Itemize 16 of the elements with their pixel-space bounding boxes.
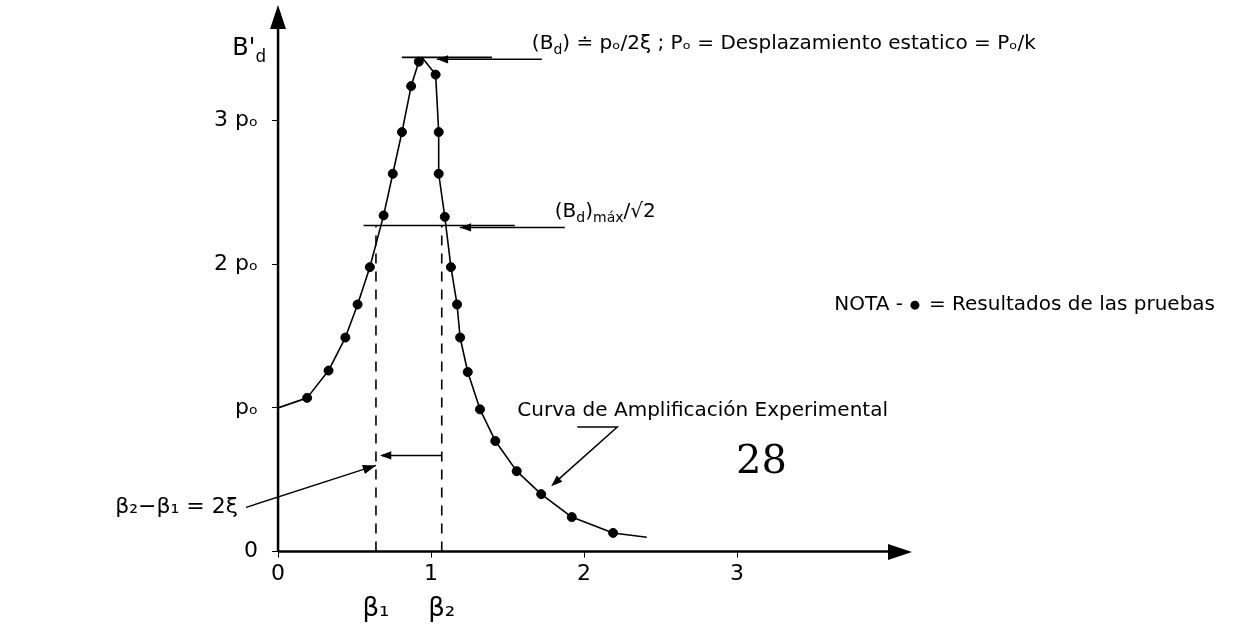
annotation: β₂−β₁ = 2ξ (115, 493, 239, 519)
x-tick-label: 1 (424, 559, 439, 585)
series-label: Curva de Amplificación Experimental (517, 397, 888, 422)
ref-line-label: β₂ (428, 592, 456, 623)
ref-line-label: β₁ (362, 592, 390, 623)
annotation: 28 (736, 435, 787, 482)
y-tick-label: 2 pₒ (213, 249, 259, 275)
x-tick-label: 2 (577, 559, 592, 585)
point (433, 127, 444, 138)
legend-title: NOTA - (834, 291, 903, 316)
x-tick-label: 3 (730, 559, 745, 585)
legend-label: = Resultados de las pruebas (928, 291, 1215, 316)
y-tick-label: 3 pₒ (213, 106, 259, 132)
y-tick-label: 0 (244, 537, 259, 563)
y-tick-label: pₒ (234, 393, 259, 419)
x-tick-label: 0 (271, 559, 286, 585)
